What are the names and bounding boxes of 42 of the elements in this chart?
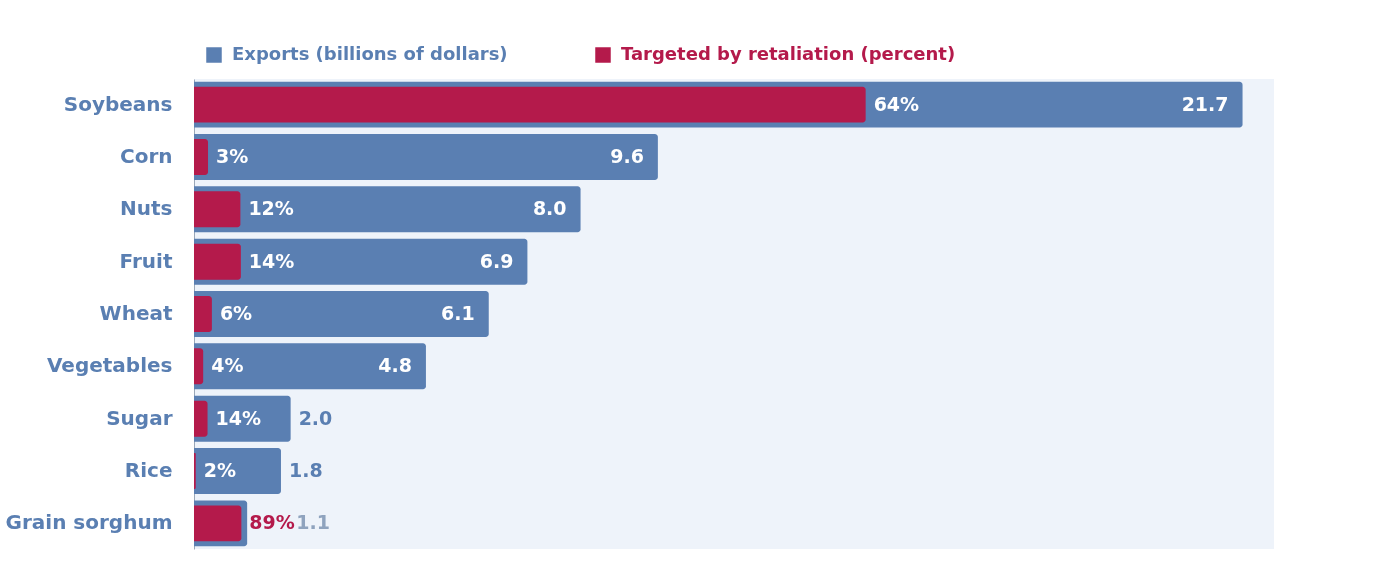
data-label: 8.0 (532, 197, 567, 220)
legend-label: Exports (billions of dollars) (232, 43, 508, 64)
bar (194, 400, 208, 437)
annotation: 4% (211, 354, 244, 377)
bar (194, 505, 242, 542)
bar (194, 291, 489, 337)
data-label: 6.9 (479, 249, 514, 272)
data-label: 1.8 (288, 459, 323, 482)
data-label: 21.7 (1181, 92, 1229, 115)
annotation: 14% (215, 406, 262, 429)
bar (194, 134, 658, 180)
y-tick-label: Grain sorghum (5, 510, 173, 535)
y-tick-label: Vegetables (46, 353, 173, 378)
annotation: 6% (219, 302, 253, 324)
bar (194, 296, 212, 332)
data-label: 1.1 (296, 511, 331, 534)
bar (194, 86, 866, 123)
annotation: 89% (249, 511, 295, 534)
y-tick-label: Fruit (119, 248, 173, 273)
y-tick-label: Sugar (106, 405, 173, 430)
bar (194, 348, 204, 385)
y-tick-label: Nuts (120, 196, 173, 221)
annotation: 14% (248, 249, 295, 272)
y-tick-label: Corn (119, 143, 173, 168)
y-tick-label: Rice (124, 458, 173, 483)
bar (194, 448, 281, 494)
annotation: 2% (203, 459, 237, 482)
annotation: 12% (248, 197, 294, 220)
annotation: 64% (873, 92, 920, 115)
annotation: 3% (216, 144, 249, 167)
data-label: 9.6 (610, 144, 644, 167)
y-tick-label: Soybeans (63, 91, 173, 116)
legend-label: Targeted by retaliation (percent) (621, 43, 956, 64)
bar (194, 243, 241, 280)
y-tick-label: Wheat (99, 301, 173, 325)
bar (194, 139, 209, 175)
data-label: 2.0 (298, 406, 333, 429)
data-label: 4.8 (378, 354, 412, 377)
data-label: 6.1 (441, 302, 475, 324)
bar (194, 186, 581, 233)
bar (194, 191, 241, 228)
bar (194, 343, 426, 390)
